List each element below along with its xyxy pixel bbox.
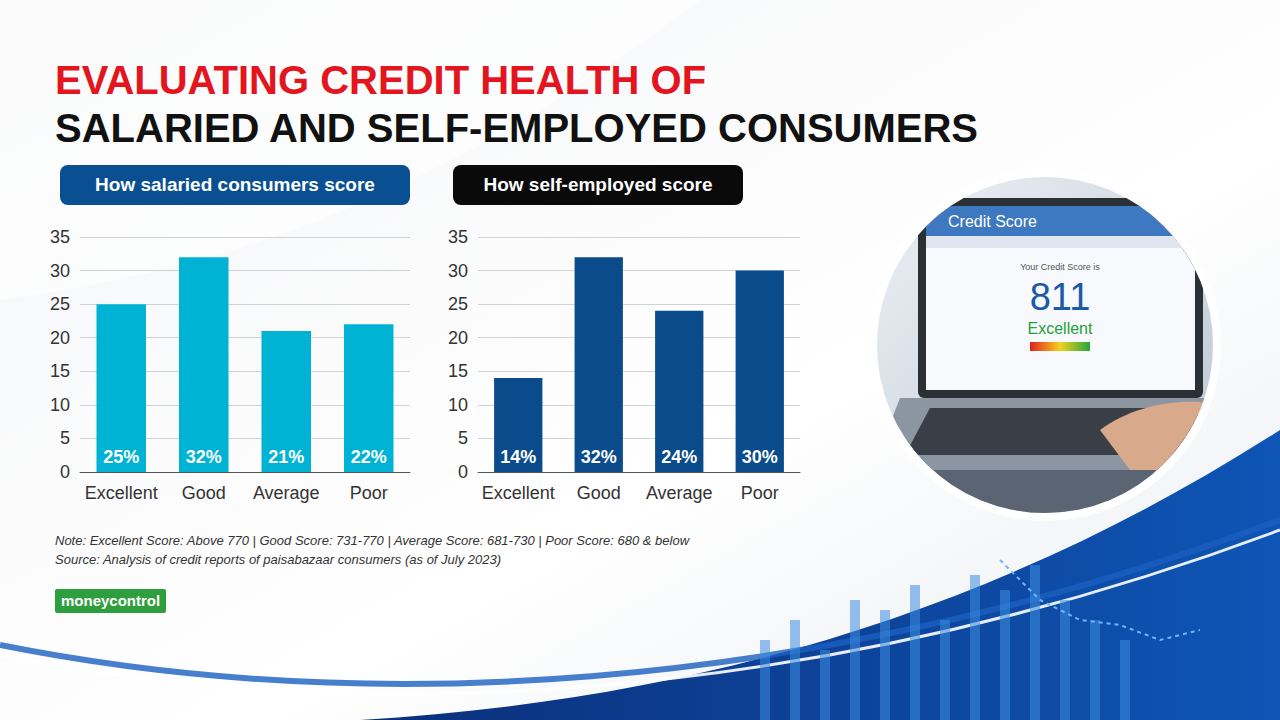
svg-text:25: 25 (448, 294, 468, 314)
html-text:SALARIED AND SELF-EMPLOYED CON: SALARIED AND SELF-EMPLOYED CONSUMERS (55, 106, 978, 150)
svg-text:15: 15 (448, 361, 468, 381)
svg-text:20: 20 (448, 328, 468, 348)
svg-text:24%: 24% (661, 447, 697, 467)
svg-text:25%: 25% (103, 447, 139, 467)
svg-text:21%: 21% (268, 447, 304, 467)
svg-text:10: 10 (50, 395, 70, 415)
svg-text:5: 5 (60, 428, 70, 448)
html-text:How salaried consumers score: How salaried consumers score (95, 174, 375, 195)
svg-text:35: 35 (448, 227, 468, 247)
svg-text:22%: 22% (351, 447, 387, 467)
svg-text:Excellent: Excellent (482, 483, 555, 503)
svg-text:Poor: Poor (741, 483, 779, 503)
svg-text:30%: 30% (742, 447, 778, 467)
html-text:Source: Analysis of credit rep: Source: Analysis of credit reports of pa… (55, 552, 502, 567)
svg-text:Good: Good (182, 483, 226, 503)
svg-text:25: 25 (50, 294, 70, 314)
svg-text:Average: Average (646, 483, 713, 503)
svg-text:811: 811 (1030, 276, 1091, 318)
svg-text:0: 0 (60, 462, 70, 482)
svg-text:14%: 14% (500, 447, 536, 467)
svg-text:0: 0 (458, 462, 468, 482)
svg-text:Poor: Poor (350, 483, 388, 503)
svg-text:30: 30 (50, 261, 70, 281)
svg-text:Average: Average (253, 483, 320, 503)
svg-text:20: 20 (50, 328, 70, 348)
svg-text:Your Credit Score is: Your Credit Score is (1020, 262, 1100, 272)
svg-text:30: 30 (448, 261, 468, 281)
html-text:EVALUATING CREDIT HEALTH OF: EVALUATING CREDIT HEALTH OF (55, 58, 707, 102)
svg-text:32%: 32% (186, 447, 222, 467)
html-text:Note: Excellent Score: Above 7: Note: Excellent Score: Above 770 | Good … (55, 533, 689, 548)
svg-text:5: 5 (458, 428, 468, 448)
svg-text:Excellent: Excellent (1028, 320, 1093, 337)
svg-text:15: 15 (50, 361, 70, 381)
svg-text:Excellent: Excellent (85, 483, 158, 503)
svg-text:10: 10 (448, 395, 468, 415)
svg-text:Good: Good (577, 483, 621, 503)
html-text:How self-employed score: How self-employed score (483, 174, 713, 195)
svg-text:Credit Score: Credit Score (948, 213, 1037, 230)
svg-text:35: 35 (50, 227, 70, 247)
html-text:moneycontrol: moneycontrol (61, 592, 161, 609)
svg-text:32%: 32% (581, 447, 617, 467)
